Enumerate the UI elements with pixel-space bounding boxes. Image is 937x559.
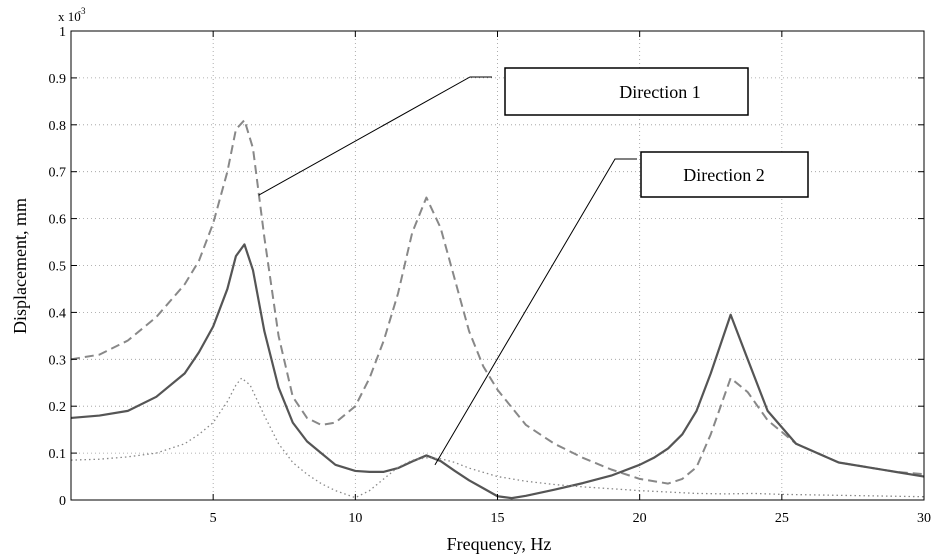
callout-label: Direction 2 bbox=[683, 165, 764, 185]
y-tick-label: 0.2 bbox=[49, 400, 67, 415]
y-tick-label: 0.5 bbox=[49, 260, 67, 275]
y-tick-label: 0 bbox=[59, 494, 66, 509]
y-tick-label: 0.1 bbox=[49, 447, 67, 462]
y-tick-label: 0.8 bbox=[49, 119, 67, 134]
y-tick-label: 0.6 bbox=[49, 213, 67, 228]
x-tick-label: 30 bbox=[917, 511, 931, 526]
callout-box bbox=[504, 67, 749, 116]
y-tick-label: 1 bbox=[59, 25, 66, 40]
callout-leader-line bbox=[434, 158, 637, 466]
y-tick-label: 0.4 bbox=[49, 306, 67, 321]
y-tick-label: 0.9 bbox=[49, 72, 67, 87]
x-axis-title: Frequency, Hz bbox=[447, 534, 552, 554]
x-tick-label: 10 bbox=[348, 511, 362, 526]
callout-leader-line bbox=[258, 76, 492, 196]
ticks-group: 5 10 15 20 25 30 0 0.1 0.2 0.3 0.4 0.5 0.6 0.7 0.8 0.9 1 bbox=[49, 25, 932, 526]
y-tick-label: 0.3 bbox=[49, 353, 67, 368]
plot-area bbox=[70, 30, 925, 501]
y-axis-title: Displacement, mm bbox=[10, 198, 30, 334]
callout-label: Direction 1 bbox=[619, 82, 700, 102]
callout-box bbox=[640, 151, 809, 198]
x-tick-label: 5 bbox=[210, 511, 217, 526]
y-multiplier-exponent: -3 bbox=[78, 6, 86, 16]
x-tick-label: 25 bbox=[775, 511, 789, 526]
callouts-group: Direction 1 Direction 2 bbox=[258, 67, 809, 466]
series-line-dotted bbox=[70, 377, 925, 499]
x-tick-label: 20 bbox=[633, 511, 647, 526]
series-line-solid bbox=[70, 243, 925, 500]
y-tick-label: 0.7 bbox=[49, 166, 67, 181]
series-line-dashed bbox=[70, 119, 925, 485]
series-group bbox=[70, 119, 925, 500]
x-tick-label: 15 bbox=[491, 511, 505, 526]
y-multiplier-label: x 10 bbox=[58, 9, 81, 24]
